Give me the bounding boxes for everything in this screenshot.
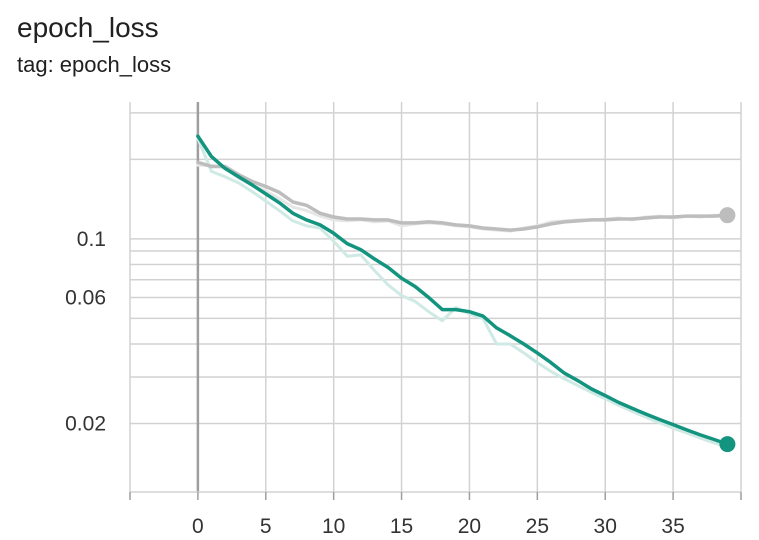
y-tick-label: 0.1 bbox=[77, 228, 106, 251]
train-loss-line bbox=[196, 134, 730, 446]
chart-title: epoch_loss bbox=[17, 12, 159, 43]
validation-loss-line bbox=[196, 160, 730, 232]
chart-tag-subtitle: tag: epoch_loss bbox=[17, 52, 172, 77]
series-lines bbox=[196, 134, 736, 453]
grid bbox=[129, 102, 742, 492]
x-tick-label: 35 bbox=[661, 515, 684, 538]
x-tick-label: 20 bbox=[458, 515, 481, 538]
axes: 0 5 10 15 20 25 30 35 0.1 0.06 0.02 bbox=[65, 228, 742, 538]
x-tick-label: 25 bbox=[526, 515, 549, 538]
y-tick-label: 0.02 bbox=[65, 412, 106, 435]
y-tick-label: 0.06 bbox=[65, 286, 106, 309]
x-tick-label: 10 bbox=[322, 515, 345, 538]
validation-raw-loss-line bbox=[196, 163, 729, 233]
x-tick-label: 0 bbox=[192, 515, 204, 538]
train-raw-loss-line bbox=[196, 137, 729, 449]
x-tick-label: 15 bbox=[390, 515, 413, 538]
x-tick-label: 30 bbox=[594, 515, 617, 538]
x-tick-label: 5 bbox=[260, 515, 272, 538]
train-last-point bbox=[719, 436, 736, 453]
validation-last-point bbox=[719, 207, 736, 224]
